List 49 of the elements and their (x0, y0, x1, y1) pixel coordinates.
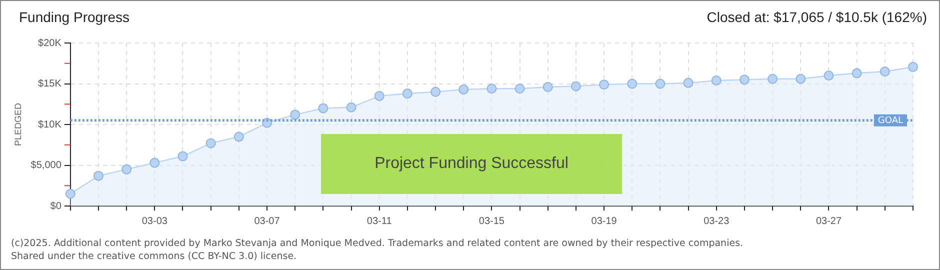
point (880, 66, 890, 77)
x-tick-label: 03-11 (366, 216, 392, 227)
point (908, 62, 918, 72)
success-banner: Project Funding Successful (321, 134, 622, 194)
point (514, 84, 525, 94)
point (318, 103, 328, 114)
point (599, 80, 610, 90)
point (178, 151, 188, 162)
chart-subtitle: Closed at: $17,065 / $10.5k (162%) (706, 9, 927, 25)
point (739, 74, 750, 85)
point (122, 164, 132, 174)
x-tick-label: 03-15 (478, 216, 505, 227)
y-tick-label: $5,000 (30, 160, 62, 171)
ref-line-label: GOAL (878, 116, 904, 126)
point (542, 82, 553, 92)
point (486, 84, 497, 94)
point (430, 86, 441, 97)
y-tick-label: $10K (38, 119, 62, 130)
point (711, 75, 722, 86)
y-tick-label: $20K (38, 38, 62, 49)
x-tick-label: 03-27 (816, 216, 842, 227)
point (458, 84, 469, 94)
x-tick-label: 03-23 (704, 216, 730, 227)
x-tick-label: 03-19 (591, 216, 618, 227)
point (683, 78, 694, 88)
text: Shared under the creative commons (CC BY-NC 3.0) license. (11, 250, 298, 263)
x-tick-label: 03-07 (254, 216, 280, 227)
point (655, 78, 666, 89)
point (234, 132, 244, 142)
point (290, 110, 300, 120)
y-tick-label: $15K (38, 78, 62, 90)
point (150, 158, 160, 168)
point (206, 138, 216, 148)
point (627, 78, 638, 89)
point (374, 90, 384, 101)
point (824, 70, 834, 81)
text: (c)2025. Additional content provided by Marko Stevanja and Monique Medved. Trademarks and related content are owned by their respective companies. (11, 237, 744, 250)
y-axis-title: PLEDGED (12, 102, 23, 146)
point (402, 88, 412, 99)
x-tick-label: 03-03 (142, 216, 168, 227)
point (65, 188, 76, 199)
point (570, 81, 581, 92)
point (346, 102, 356, 112)
point (768, 74, 778, 84)
point (796, 74, 806, 84)
chart-title: Funding Progress (19, 9, 130, 25)
point (93, 170, 104, 181)
y-tick-label: $0 (50, 200, 62, 212)
point (852, 68, 862, 78)
